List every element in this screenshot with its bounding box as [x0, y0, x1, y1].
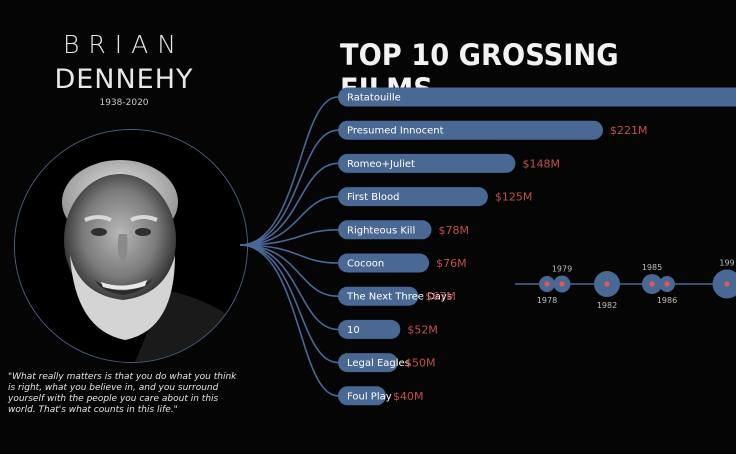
bar-label: Righteous Kill: [347, 225, 415, 236]
bar: [338, 386, 386, 406]
value-label: $52M: [407, 323, 438, 336]
bar: [338, 286, 419, 306]
value-label: $76M: [436, 257, 467, 270]
bar: [338, 120, 603, 140]
portrait-illustration: [15, 130, 247, 362]
timeline-year-label: 1978: [537, 296, 557, 305]
bar-label: First Blood: [347, 192, 399, 203]
timeline-year-label: 199: [719, 259, 734, 268]
connector-line: [239, 195, 339, 246]
bar-label: 10: [347, 325, 360, 336]
timeline-dot: [649, 281, 655, 287]
quote-text: "What really matters is that you do what…: [8, 372, 237, 415]
timeline-year-label: 1979: [552, 265, 572, 274]
bar: [338, 153, 516, 173]
bar-label: Cocoon: [347, 259, 384, 270]
timeline-dot: [544, 281, 550, 287]
bar: [338, 253, 430, 273]
connector-line: [239, 229, 339, 246]
timeline-year-label: 1986: [657, 296, 677, 305]
timeline-year-label: 1982: [597, 301, 617, 310]
connector-line: [239, 244, 339, 397]
connector-line: [239, 162, 339, 246]
value-label: $40M: [393, 390, 424, 403]
life-years: 1938-2020: [99, 98, 149, 108]
bar-label: Foul Play: [347, 391, 392, 402]
timeline-bubble: [712, 269, 736, 299]
bar-label: The Next Three Days: [346, 292, 452, 303]
portrait-photo: [14, 129, 248, 363]
bar: [338, 187, 488, 207]
bar-label: Presumed Innocent: [347, 126, 444, 137]
connector-line: [239, 129, 339, 246]
timeline-dot: [559, 281, 565, 287]
connector-line: [239, 244, 339, 331]
value-label: $125M: [495, 191, 532, 204]
connector-line: [239, 244, 339, 364]
timeline-dot: [604, 281, 610, 287]
value-label: $50M: [405, 357, 436, 370]
value-label: $148M: [522, 157, 560, 170]
value-label: $67M: [425, 290, 456, 303]
timeline-dot: [724, 281, 730, 287]
timeline-year-label: 1985: [642, 263, 662, 272]
bar-label: Legal Eagles: [347, 358, 410, 369]
first-name: BRIAN: [63, 30, 185, 59]
bar: [338, 319, 401, 339]
last-name: DENNEHY: [54, 64, 194, 95]
value-label: $78M: [439, 224, 470, 237]
bar: [338, 220, 432, 240]
bar: [338, 353, 398, 373]
value-label: $221M: [610, 124, 648, 137]
timeline-dot: [664, 281, 670, 287]
bar: [338, 87, 736, 107]
connector-line: [239, 244, 339, 264]
connector-line: [239, 96, 339, 246]
connector-line: [239, 244, 339, 297]
bar-label: Ratatouille: [347, 93, 401, 104]
bar-label: Romeo+Juliet: [347, 159, 415, 170]
